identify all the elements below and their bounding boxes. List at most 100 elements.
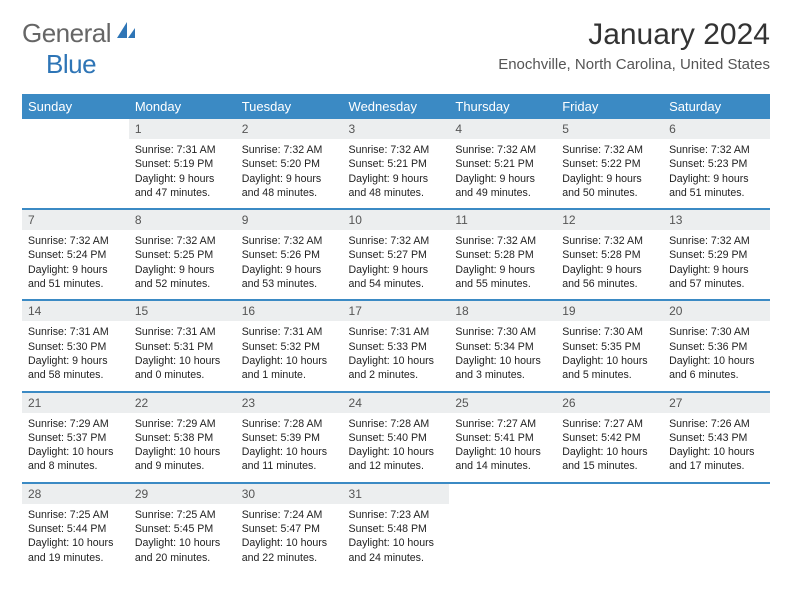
- daylight-text-1: Daylight: 9 hours: [349, 172, 444, 186]
- location-text: Enochville, North Carolina, United State…: [498, 56, 770, 73]
- calendar-day-cell: 20Sunrise: 7:30 AMSunset: 5:36 PMDayligh…: [663, 300, 770, 391]
- sunset-text: Sunset: 5:24 PM: [28, 248, 123, 262]
- day-number: 5: [556, 119, 663, 139]
- day-content: Sunrise: 7:32 AMSunset: 5:28 PMDaylight:…: [556, 230, 663, 299]
- daylight-text-1: Daylight: 9 hours: [562, 263, 657, 277]
- day-number: 23: [236, 393, 343, 413]
- sunset-text: Sunset: 5:41 PM: [455, 431, 550, 445]
- sunset-text: Sunset: 5:31 PM: [135, 340, 230, 354]
- sunset-text: Sunset: 5:28 PM: [562, 248, 657, 262]
- day-number: 2: [236, 119, 343, 139]
- sunrise-text: Sunrise: 7:32 AM: [455, 143, 550, 157]
- sunset-text: Sunset: 5:25 PM: [135, 248, 230, 262]
- daylight-text-1: Daylight: 10 hours: [242, 536, 337, 550]
- sunrise-text: Sunrise: 7:31 AM: [135, 325, 230, 339]
- sunset-text: Sunset: 5:40 PM: [349, 431, 444, 445]
- day-number: 1: [129, 119, 236, 139]
- daylight-text-1: Daylight: 9 hours: [669, 172, 764, 186]
- calendar-day-cell: [663, 483, 770, 573]
- daylight-text-2: and 47 minutes.: [135, 186, 230, 200]
- daylight-text-2: and 22 minutes.: [242, 551, 337, 565]
- sunrise-text: Sunrise: 7:26 AM: [669, 417, 764, 431]
- daylight-text-2: and 50 minutes.: [562, 186, 657, 200]
- day-content: Sunrise: 7:30 AMSunset: 5:36 PMDaylight:…: [663, 321, 770, 390]
- daylight-text-2: and 2 minutes.: [349, 368, 444, 382]
- day-content: Sunrise: 7:32 AMSunset: 5:21 PMDaylight:…: [449, 139, 556, 208]
- day-number: 22: [129, 393, 236, 413]
- day-content: Sunrise: 7:32 AMSunset: 5:29 PMDaylight:…: [663, 230, 770, 299]
- month-title: January 2024: [498, 18, 770, 52]
- day-number: 6: [663, 119, 770, 139]
- day-content: Sunrise: 7:32 AMSunset: 5:28 PMDaylight:…: [449, 230, 556, 299]
- sunrise-text: Sunrise: 7:32 AM: [349, 234, 444, 248]
- day-content: Sunrise: 7:28 AMSunset: 5:39 PMDaylight:…: [236, 413, 343, 482]
- calendar-day-cell: 3Sunrise: 7:32 AMSunset: 5:21 PMDaylight…: [343, 119, 450, 209]
- daylight-text-2: and 57 minutes.: [669, 277, 764, 291]
- day-content: Sunrise: 7:31 AMSunset: 5:32 PMDaylight:…: [236, 321, 343, 390]
- calendar-day-cell: 27 Sunrise: 7:26 AMSunset: 5:43 PMDayligh…: [663, 392, 770, 483]
- day-number: 16: [236, 301, 343, 321]
- calendar-day-cell: 21Sunrise: 7:29 AMSunset: 5:37 PMDayligh…: [22, 392, 129, 483]
- daylight-text-1: Daylight: 10 hours: [562, 354, 657, 368]
- day-content: Sunrise: 7:23 AMSunset: 5:48 PMDaylight:…: [343, 504, 450, 573]
- calendar-day-cell: 4Sunrise: 7:32 AMSunset: 5:21 PMDaylight…: [449, 119, 556, 209]
- daylight-text-1: Daylight: 9 hours: [135, 172, 230, 186]
- daylight-text-2: and 8 minutes.: [28, 459, 123, 473]
- daylight-text-2: and 58 minutes.: [28, 368, 123, 382]
- calendar-week-row: 28Sunrise: 7:25 AMSunset: 5:44 PMDayligh…: [22, 483, 770, 573]
- sunset-text: Sunset: 5:22 PM: [562, 157, 657, 171]
- sunset-text: Sunset: 5:20 PM: [242, 157, 337, 171]
- daylight-text-2: and 1 minute.: [242, 368, 337, 382]
- day-content: Sunrise: 7:31 AMSunset: 5:30 PMDaylight:…: [22, 321, 129, 390]
- sunrise-text: Sunrise: 7:31 AM: [349, 325, 444, 339]
- day-content: Sunrise: 7:32 AMSunset: 5:26 PMDaylight:…: [236, 230, 343, 299]
- weekday-header: Monday: [129, 94, 236, 119]
- sunset-text: Sunset: 5:43 PM: [669, 431, 764, 445]
- sunset-text: Sunset: 5:28 PM: [455, 248, 550, 262]
- calendar-day-cell: 25Sunrise: 7:27 AMSunset: 5:41 PMDayligh…: [449, 392, 556, 483]
- day-content: Sunrise: 7:27 AMSunset: 5:42 PMDaylight:…: [556, 413, 663, 482]
- daylight-text-2: and 15 minutes.: [562, 459, 657, 473]
- day-number: 27: [663, 393, 770, 413]
- sunrise-text: Sunrise: 7:30 AM: [455, 325, 550, 339]
- calendar-day-cell: 17Sunrise: 7:31 AMSunset: 5:33 PMDayligh…: [343, 300, 450, 391]
- day-number: 15: [129, 301, 236, 321]
- daylight-text-2: and 54 minutes.: [349, 277, 444, 291]
- day-content: Sunrise: 7:32 AMSunset: 5:24 PMDaylight:…: [22, 230, 129, 299]
- weekday-header-row: Sunday Monday Tuesday Wednesday Thursday…: [22, 94, 770, 119]
- daylight-text-2: and 24 minutes.: [349, 551, 444, 565]
- calendar-day-cell: 6Sunrise: 7:32 AMSunset: 5:23 PMDaylight…: [663, 119, 770, 209]
- daylight-text-1: Daylight: 10 hours: [455, 445, 550, 459]
- calendar-week-row: 21Sunrise: 7:29 AMSunset: 5:37 PMDayligh…: [22, 392, 770, 483]
- daylight-text-1: Daylight: 10 hours: [349, 445, 444, 459]
- title-block: January 2024 Enochville, North Carolina,…: [498, 18, 770, 73]
- sunrise-text: Sunrise: 7:31 AM: [242, 325, 337, 339]
- day-content: Sunrise: 7:31 AMSunset: 5:33 PMDaylight:…: [343, 321, 450, 390]
- calendar-day-cell: 9Sunrise: 7:32 AMSunset: 5:26 PMDaylight…: [236, 209, 343, 300]
- daylight-text-2: and 14 minutes.: [455, 459, 550, 473]
- calendar-day-cell: 8Sunrise: 7:32 AMSunset: 5:25 PMDaylight…: [129, 209, 236, 300]
- sunset-text: Sunset: 5:29 PM: [669, 248, 764, 262]
- day-content: Sunrise: 7:27 AMSunset: 5:41 PMDaylight:…: [449, 413, 556, 482]
- calendar-day-cell: 14Sunrise: 7:31 AMSunset: 5:30 PMDayligh…: [22, 300, 129, 391]
- sunrise-text: Sunrise: 7:29 AM: [28, 417, 123, 431]
- day-number: 12: [556, 210, 663, 230]
- daylight-text-1: Daylight: 10 hours: [669, 445, 764, 459]
- sunrise-text: Sunrise: 7:32 AM: [562, 143, 657, 157]
- daylight-text-1: Daylight: 9 hours: [135, 263, 230, 277]
- day-content: Sunrise: 7:30 AMSunset: 5:35 PMDaylight:…: [556, 321, 663, 390]
- sunrise-text: Sunrise: 7:32 AM: [242, 143, 337, 157]
- daylight-text-2: and 56 minutes.: [562, 277, 657, 291]
- sunset-text: Sunset: 5:19 PM: [135, 157, 230, 171]
- calendar-day-cell: 29Sunrise: 7:25 AMSunset: 5:45 PMDayligh…: [129, 483, 236, 573]
- sunset-text: Sunset: 5:36 PM: [669, 340, 764, 354]
- daylight-text-1: Daylight: 9 hours: [349, 263, 444, 277]
- daylight-text-1: Daylight: 10 hours: [28, 445, 123, 459]
- day-number: 24: [343, 393, 450, 413]
- day-number: 4: [449, 119, 556, 139]
- daylight-text-2: and 0 minutes.: [135, 368, 230, 382]
- day-number: 19: [556, 301, 663, 321]
- daylight-text-1: Daylight: 9 hours: [562, 172, 657, 186]
- brand-logo: General: [22, 18, 139, 49]
- sunset-text: Sunset: 5:44 PM: [28, 522, 123, 536]
